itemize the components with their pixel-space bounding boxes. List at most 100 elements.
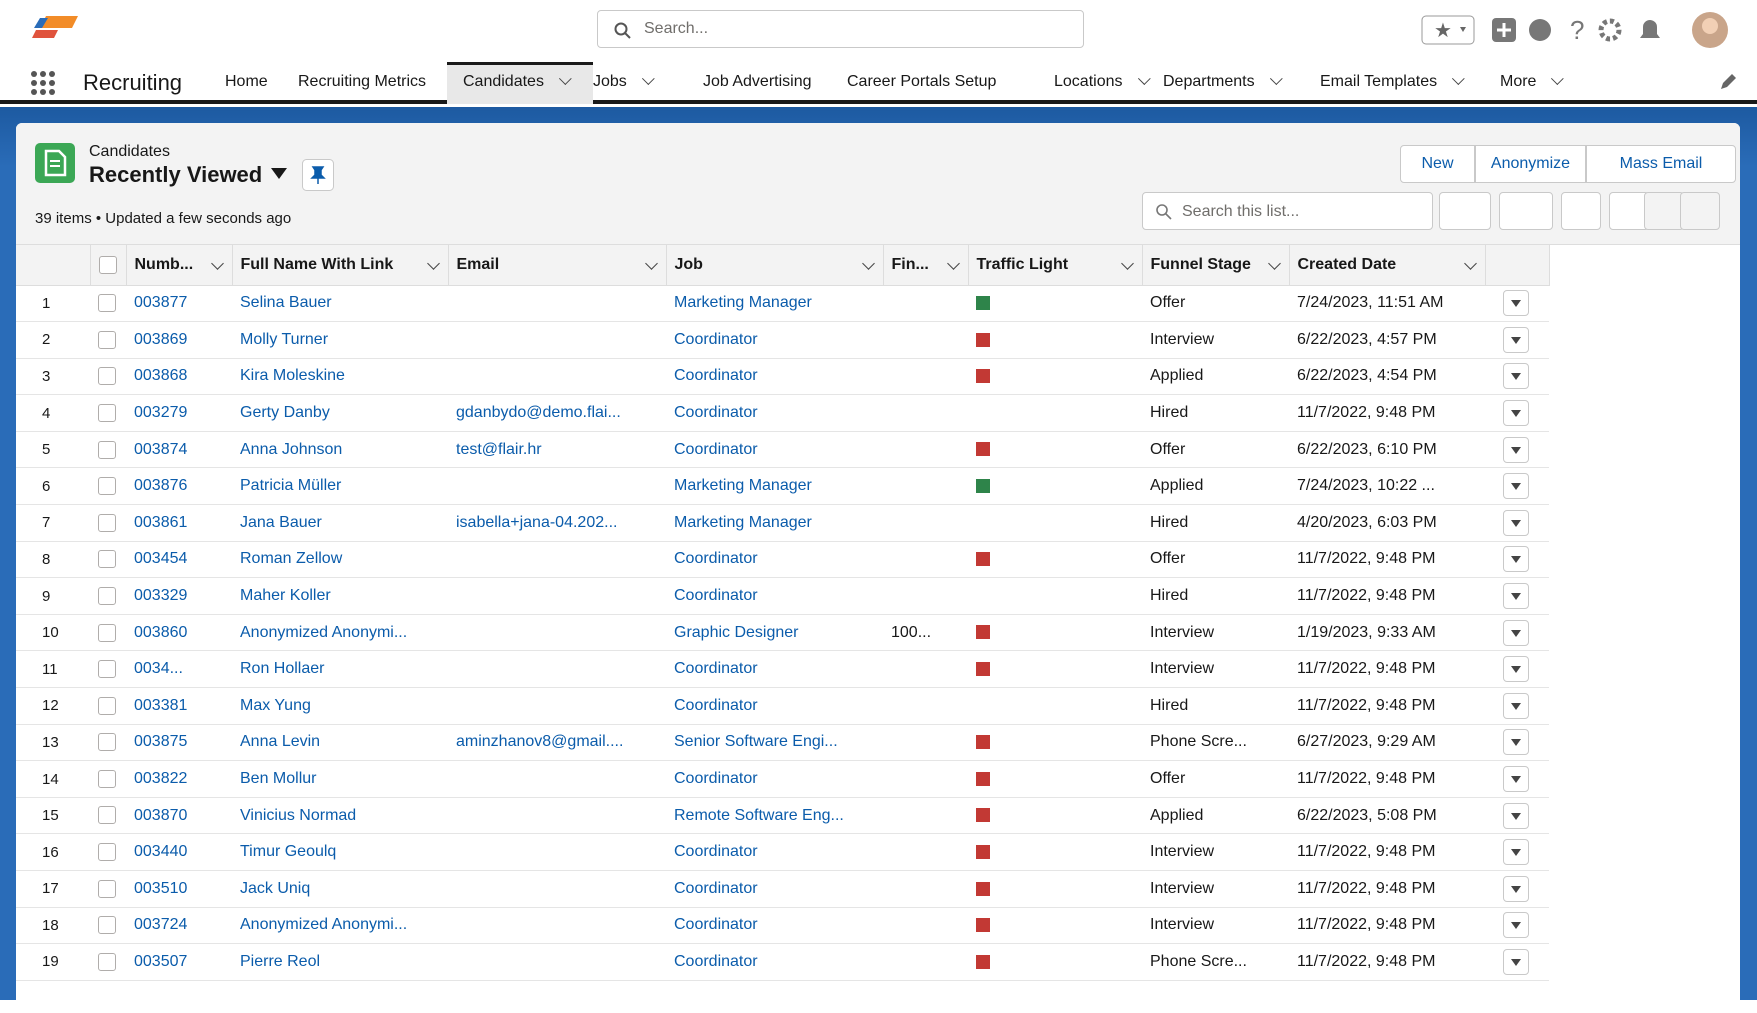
checkbox[interactable] — [98, 550, 116, 569]
nav-label[interactable]: Recruiting Metrics — [298, 73, 427, 90]
nav-label[interactable]: Locations — [1054, 73, 1123, 90]
nav-label[interactable]: Email Templates — [1320, 73, 1438, 90]
nav-label[interactable]: Jobs — [593, 73, 627, 90]
row-select[interactable] — [90, 394, 126, 432]
nav-tab[interactable]: Job Advertising — [703, 62, 812, 104]
row-actions[interactable] — [1485, 541, 1549, 579]
cell[interactable] — [448, 577, 666, 615]
row-select[interactable] — [90, 870, 126, 908]
action-button[interactable]: Anonymize — [1475, 145, 1586, 183]
row-select[interactable] — [90, 285, 126, 323]
row-select[interactable] — [90, 760, 126, 798]
row-select[interactable] — [90, 943, 126, 981]
row-select[interactable] — [90, 724, 126, 762]
cell[interactable]: 003868 — [126, 358, 232, 396]
cell[interactable]: Senior Software Engi... — [666, 724, 883, 762]
row-actions[interactable] — [1485, 650, 1549, 689]
cell[interactable]: Roman Zellow — [232, 541, 448, 579]
cell[interactable]: Coordinator — [666, 577, 883, 615]
cell[interactable]: Max Yung — [232, 687, 448, 725]
cell[interactable]: 003869 — [126, 321, 232, 359]
cell[interactable]: Coordinator — [666, 687, 883, 725]
settings-button[interactable] — [1439, 192, 1491, 230]
cell[interactable]: 003861 — [126, 504, 232, 542]
row-action-menu[interactable] — [1503, 766, 1529, 793]
cell[interactable] — [448, 650, 666, 689]
cell[interactable]: 003329 — [126, 577, 232, 615]
row-action-menu[interactable] — [1503, 656, 1529, 683]
row-select[interactable] — [90, 614, 126, 652]
row-action-menu[interactable] — [1503, 839, 1529, 866]
column-label[interactable]: Email — [456, 255, 500, 273]
column-label[interactable]: Fin... — [891, 255, 929, 273]
column-label[interactable]: Funnel Stage — [1150, 255, 1251, 273]
cell[interactable]: Ben Mollur — [232, 760, 448, 798]
nav-label[interactable]: Job Advertising — [703, 73, 812, 90]
row-action-menu[interactable] — [1503, 948, 1529, 975]
row-select[interactable] — [90, 541, 126, 579]
checkbox[interactable] — [98, 806, 116, 825]
cell[interactable]: 003870 — [126, 797, 232, 835]
column-header[interactable]: Email — [448, 245, 667, 286]
row-actions[interactable] — [1485, 321, 1549, 359]
column-label[interactable]: Full Name With Link — [240, 255, 394, 273]
column-menu[interactable] — [1463, 257, 1477, 270]
column-menu[interactable] — [1267, 257, 1281, 270]
row-select[interactable] — [90, 321, 126, 359]
column-header[interactable]: Job — [666, 245, 884, 286]
list-search[interactable]: Search this list... — [1142, 192, 1433, 230]
checkbox[interactable] — [98, 916, 116, 935]
cell[interactable] — [448, 321, 666, 359]
edit-button[interactable] — [1609, 192, 1649, 230]
cell[interactable] — [448, 760, 666, 798]
row-select[interactable] — [90, 504, 126, 542]
row-actions[interactable] — [1485, 394, 1549, 432]
cell[interactable]: Anonymized Anonymi... — [232, 614, 448, 652]
column-menu[interactable] — [426, 257, 440, 270]
cell[interactable]: 003381 — [126, 687, 232, 725]
cell[interactable]: Coordinator — [666, 358, 883, 396]
row-action-menu[interactable] — [1503, 912, 1529, 939]
row-select[interactable] — [90, 833, 126, 871]
cell[interactable]: 003440 — [126, 833, 232, 871]
cell[interactable]: 003279 — [126, 394, 232, 432]
row-actions[interactable] — [1485, 614, 1549, 652]
nav-caret[interactable] — [1269, 72, 1283, 86]
cell[interactable]: Ron Hollaer — [232, 650, 448, 689]
nav-tab[interactable]: Departments — [1163, 62, 1283, 104]
list-view-name[interactable]: Recently Viewed — [89, 162, 263, 187]
checkbox[interactable] — [98, 952, 116, 971]
checkbox[interactable] — [98, 733, 116, 752]
column-menu[interactable] — [861, 257, 875, 270]
nav-caret[interactable] — [1551, 72, 1565, 86]
cell[interactable]: Vinicius Normad — [232, 797, 448, 835]
row-action-menu[interactable] — [1503, 326, 1529, 353]
checkbox[interactable] — [98, 403, 116, 422]
cell[interactable]: gdanbydo@demo.flai... — [448, 394, 666, 432]
nav-tab[interactable]: Candidates — [447, 62, 593, 104]
cell[interactable]: Anonymized Anonymi... — [232, 907, 448, 945]
checkbox[interactable] — [98, 660, 116, 679]
cell[interactable] — [448, 797, 666, 835]
row-select[interactable] — [90, 358, 126, 396]
chart-button[interactable] — [1644, 192, 1684, 230]
cell[interactable]: 003507 — [126, 943, 232, 981]
nav-tab[interactable]: Career Portals Setup — [847, 62, 996, 104]
row-actions[interactable] — [1485, 760, 1549, 798]
column-label[interactable]: Numb... — [134, 255, 194, 273]
cell[interactable]: isabella+jana-04.202... — [448, 504, 666, 542]
checkbox[interactable] — [98, 843, 116, 862]
row-select[interactable] — [90, 467, 126, 506]
nav-label[interactable]: Departments — [1163, 73, 1255, 90]
row-action-menu[interactable] — [1503, 729, 1529, 756]
cell[interactable]: Selina Bauer — [232, 285, 448, 323]
display-as-button[interactable] — [1499, 192, 1553, 230]
cell[interactable]: Gerty Danby — [232, 394, 448, 432]
column-header[interactable]: Numb... — [126, 245, 233, 286]
checkbox[interactable] — [98, 367, 116, 386]
nav-tab[interactable]: More — [1500, 62, 1565, 104]
row-actions[interactable] — [1485, 687, 1549, 725]
filter-button[interactable] — [1680, 192, 1720, 230]
cell[interactable]: Remote Software Eng... — [666, 797, 883, 835]
checkbox[interactable] — [98, 769, 116, 788]
